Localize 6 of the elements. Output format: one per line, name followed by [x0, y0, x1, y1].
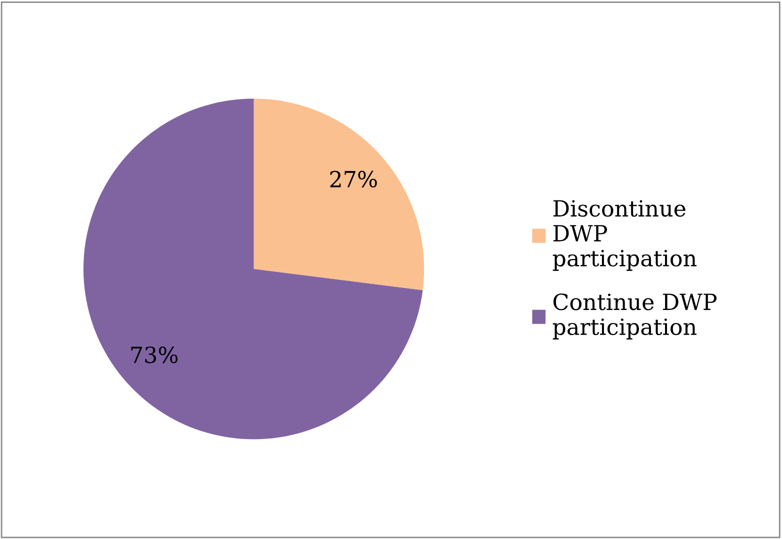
pie-slice	[254, 98, 424, 290]
data-label: 27%	[330, 170, 377, 188]
legend-label: Discontinue DWP participation	[552, 200, 696, 271]
data-label: 73%	[131, 346, 178, 364]
pie-slice	[83, 98, 423, 440]
legend-label: Continue DWP participation	[552, 293, 717, 340]
